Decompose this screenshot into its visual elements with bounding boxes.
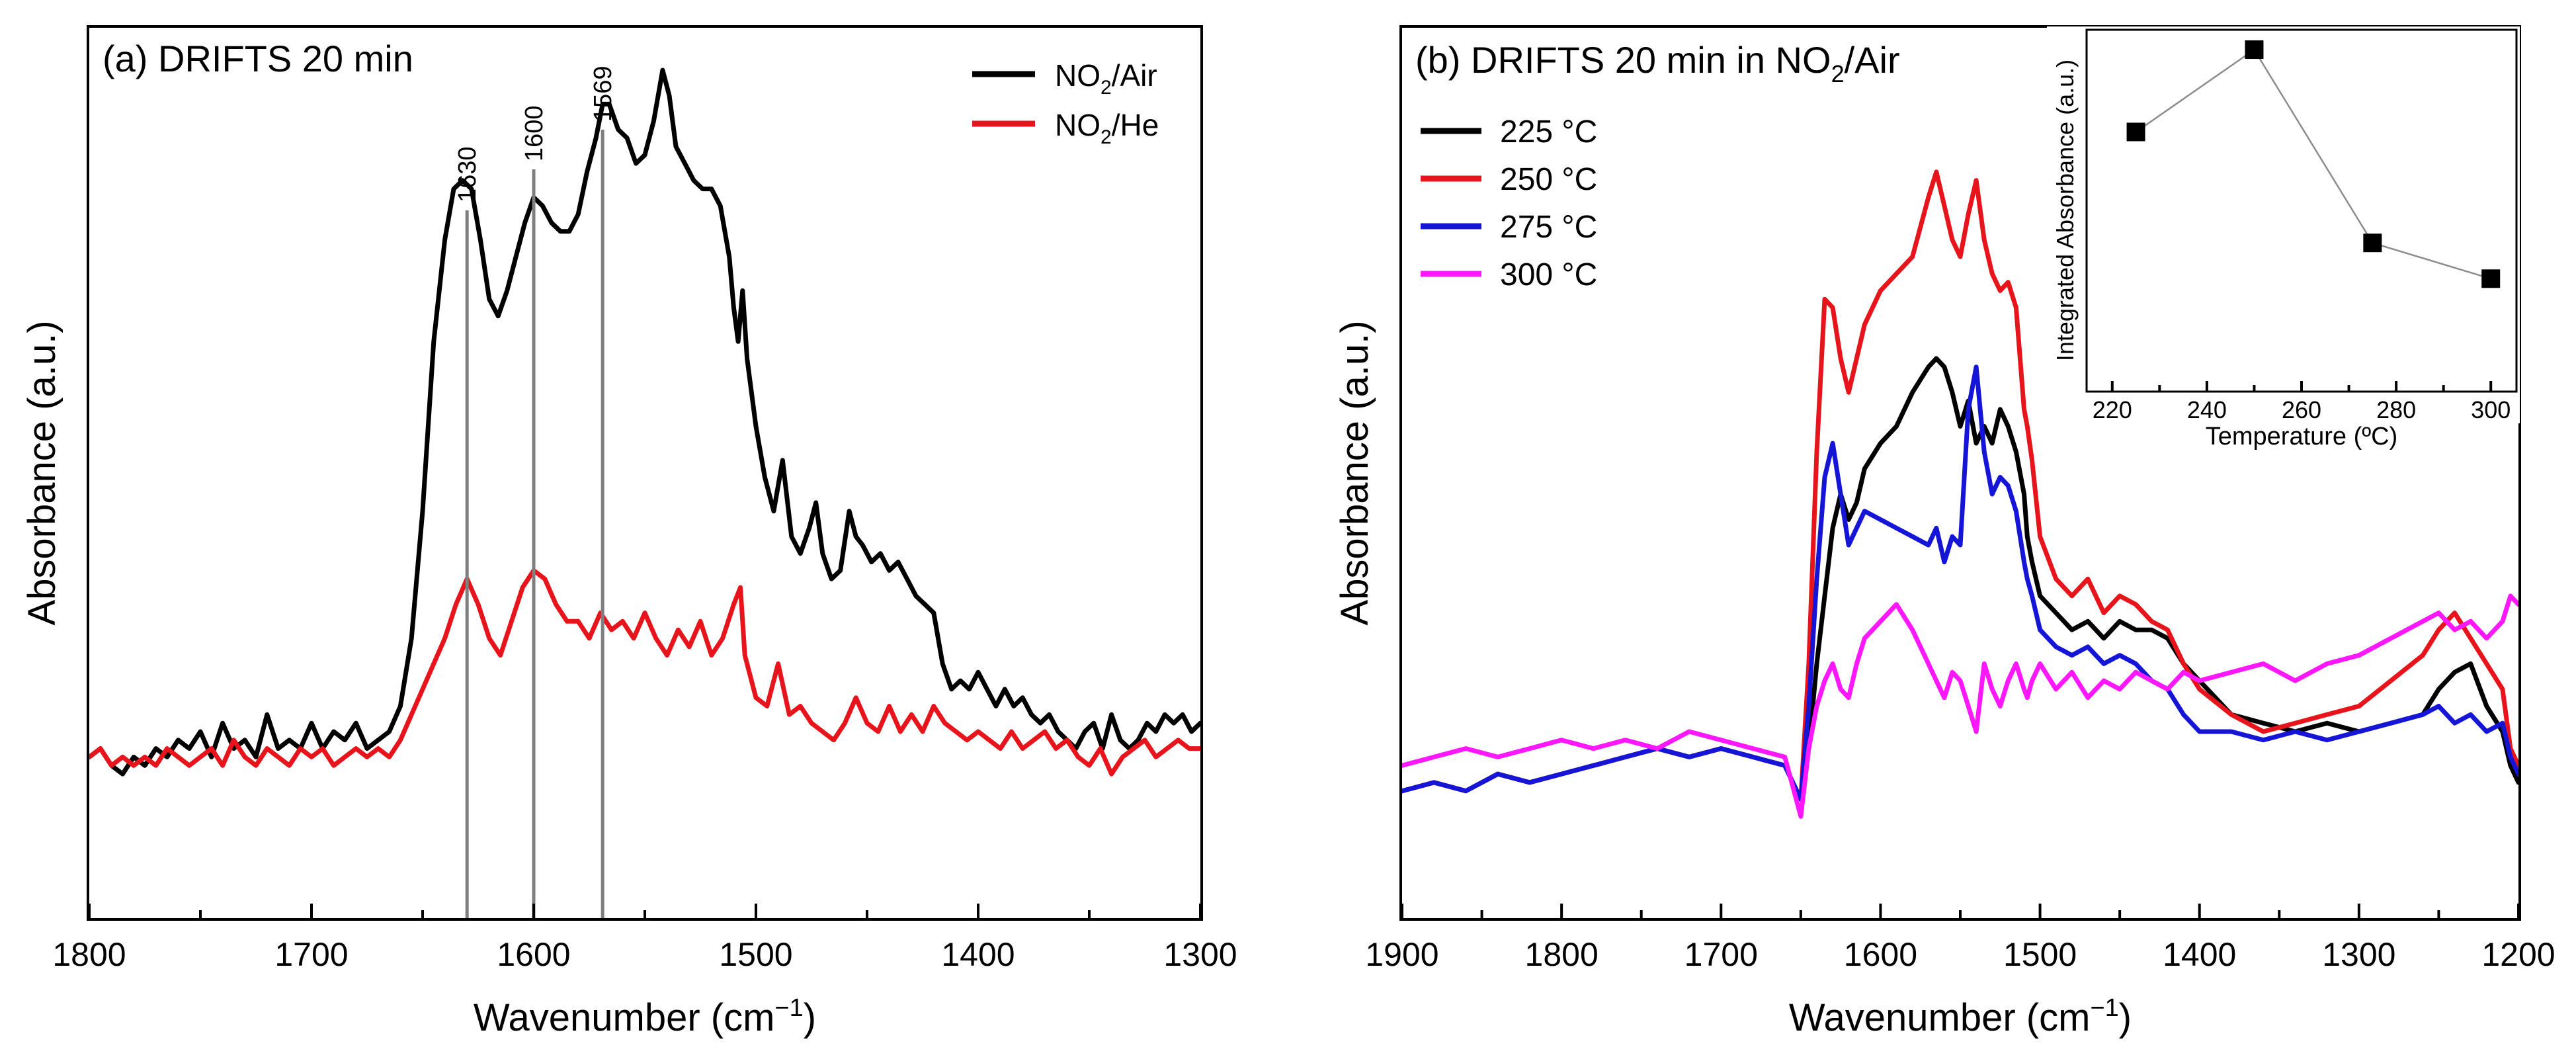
panel-b-series-group [1399,169,2521,819]
legend-label-225-c: 225 °C [1500,114,1597,149]
panel-a-x-tick-label: 1300 [1163,936,1237,973]
inset-chart: 220 240 260 280 300 Integrated Absorbance (a… [2047,26,2520,450]
panel-b-plot-frame [1399,25,2521,921]
reference-line-label-1569: 1569 [589,65,617,122]
legend-label-300-c: 300 °C [1500,257,1597,292]
inset-connecting-line [2135,48,2491,280]
panel-a-y-axis-label: Absorbance (a.u.) [21,320,63,625]
panel-a: 1630 1600 1569 1800 1700 1600 1500 1400 1300 (a… [21,25,1237,1039]
inset-x-axis-label: Temperature (ºC) [2206,423,2398,450]
inset-content: 220 240 260 280 300 [2093,40,2511,423]
panel-a-x-axis-label: Wavenumber (cm−1) [474,994,816,1039]
reference-line-label-1630: 1630 [454,146,481,202]
panel-b-x-ticks: 1900 1800 1700 1600 1500 1400 1300 1200 [1365,904,2555,973]
panel-a-reference-lines: 1630 1600 1569 [454,65,617,918]
inset-background [2047,26,2520,423]
legend-label-275-c: 275 °C [1500,210,1597,245]
panel-b-x-tick-label: 1900 [1365,936,1438,973]
panel-a-title: (a) DRIFTS 20 min [103,38,413,79]
inset-x-tick-label: 260 [2282,396,2321,423]
inset-point-225 [2126,122,2145,142]
panel-b: 1900 1800 1700 1600 1500 1400 1300 1200 (b) DRI… [1333,25,2555,1039]
reference-line-label-1600: 1600 [520,105,548,161]
panel-b-x-tick-label: 1200 [2481,936,2555,973]
panel-b-legend: 225 °C 250 °C 275 °C 300 °C [1421,114,1597,292]
panel-a-x-tick-label: 1600 [497,936,570,973]
legend-label-no2-he: NO2/He [1055,108,1159,148]
panel-a-x-ticks: 1800 1700 1600 1500 1400 1300 [52,904,1237,973]
series-line-275-c [1399,364,2521,802]
panel-b-y-axis-label: Absorbance (a.u.) [1333,320,1376,625]
panel-a-plot-frame [87,25,1203,921]
panel-b-x-tick-label: 1400 [2163,936,2236,973]
panel-a-x-tick-label: 1800 [52,936,126,973]
series-line-no2-he [87,568,1203,777]
legend-label-250-c: 250 °C [1500,162,1597,197]
panel-b-x-tick-label: 1800 [1525,936,1599,973]
panel-b-x-axis-label: Wavenumber (cm−1) [1789,994,2132,1039]
panel-a-x-tick-label: 1400 [941,936,1015,973]
inset-point-275 [2363,234,2382,253]
panel-b-x-tick-label: 1300 [2322,936,2395,973]
inset-point-250 [2245,40,2264,60]
inset-point-300 [2481,269,2501,288]
panel-b-title: (b) DRIFTS 20 min in NO2/Air [1415,39,1900,87]
inset-x-tick-label: 300 [2471,396,2511,423]
panel-a-x-tick-label: 1700 [274,936,348,973]
inset-x-tick-label: 220 [2093,396,2132,423]
series-line-300-c [1399,593,2521,819]
panel-a-legend: NO2/Air NO2/He [972,58,1159,148]
inset-x-tick-label: 280 [2376,396,2416,423]
inset-y-axis-label: Integrated Absorbance (a.u.) [2052,60,2079,361]
panel-b-x-tick-label: 1500 [2003,936,2077,973]
legend-label-no2-air: NO2/Air [1055,58,1157,99]
panel-b-x-tick-label: 1600 [1844,936,1917,973]
panel-a-x-tick-label: 1500 [719,936,792,973]
panel-a-series-group [87,67,1203,777]
inset-x-tick-label: 240 [2187,396,2227,423]
panel-b-x-tick-label: 1700 [1684,936,1758,973]
series-line-no2-air [87,67,1203,777]
